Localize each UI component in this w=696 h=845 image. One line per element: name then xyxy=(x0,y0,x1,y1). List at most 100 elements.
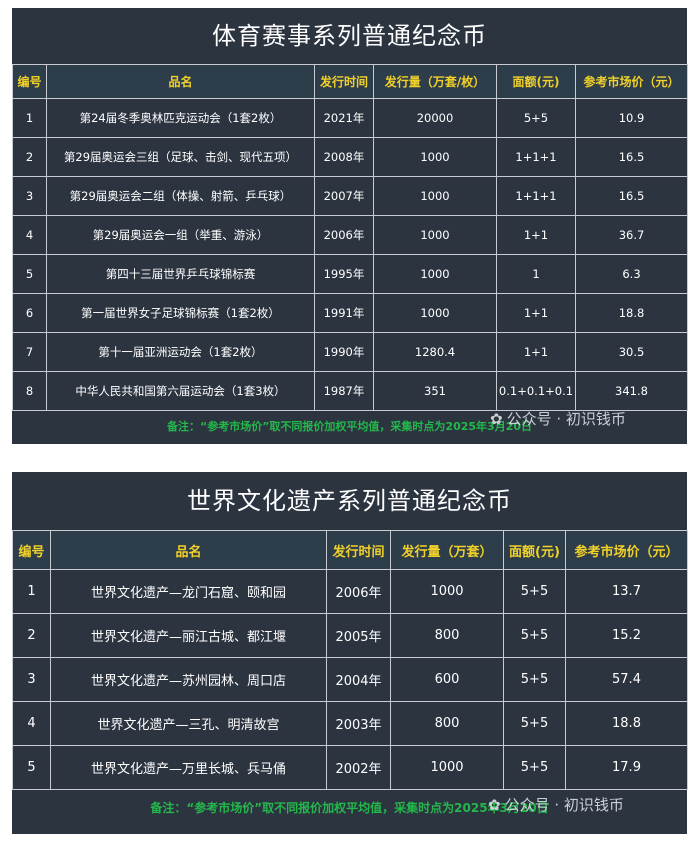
cell-volume: 1000 xyxy=(390,745,504,790)
sports-coin-panel: 体育赛事系列普通纪念币 编号 品名 发行时间 发行量（万套/枚） 面额(元) 参… xyxy=(12,8,688,444)
cell-date: 2003年 xyxy=(326,701,391,746)
cell-market-price: 13.7 xyxy=(565,569,688,614)
watermark-text: 公众号 · 初识钱币 xyxy=(506,410,626,428)
sports-note: 备注：“参考市场价”取不同报价加权平均值，采集时点为2025年3月20日 xyxy=(12,411,687,443)
cell-no: 4 xyxy=(12,215,47,255)
cell-date: 2006年 xyxy=(314,215,374,255)
header-no: 编号 xyxy=(12,530,51,570)
cell-no: 5 xyxy=(12,745,51,790)
cell-volume: 800 xyxy=(390,613,504,658)
cell-no: 5 xyxy=(12,254,47,294)
cell-no: 2 xyxy=(12,137,47,177)
table-row: 3 世界文化遗产—苏州园林、周口店 2004年 600 5+5 57.4 xyxy=(12,657,688,702)
cell-face-value: 1+1 xyxy=(496,293,576,333)
cell-date: 1991年 xyxy=(314,293,374,333)
cell-no: 4 xyxy=(12,701,51,746)
wechat-icon: ✿ xyxy=(490,410,503,428)
cell-market-price: 6.3 xyxy=(575,254,688,294)
cell-volume: 1000 xyxy=(373,215,497,255)
table-row: 6 第一届世界女子足球锦标赛（1套2枚） 1991年 1000 1+1 18.8 xyxy=(12,293,688,333)
cell-face-value: 5+5 xyxy=(503,569,566,614)
cell-volume: 351 xyxy=(373,371,497,411)
cell-date: 2004年 xyxy=(326,657,391,702)
cell-market-price: 341.8 xyxy=(575,371,688,411)
cell-no: 3 xyxy=(12,176,47,216)
cell-date: 1990年 xyxy=(314,332,374,372)
cell-date: 1987年 xyxy=(314,371,374,411)
cell-face-value: 5+5 xyxy=(503,701,566,746)
cell-volume: 1280.4 xyxy=(373,332,497,372)
table-row: 1 世界文化遗产—龙门石窟、颐和园 2006年 1000 5+5 13.7 xyxy=(12,569,688,614)
table-row: 7 第十一届亚洲运动会（1套2枚） 1990年 1280.4 1+1 30.5 xyxy=(12,332,688,372)
cell-market-price: 17.9 xyxy=(565,745,688,790)
sports-table: 编号 品名 发行时间 发行量（万套/枚） 面额(元) 参考市场价（元） 1 第24… xyxy=(12,64,688,411)
cell-no: 8 xyxy=(12,371,47,411)
cell-face-value: 1+1 xyxy=(496,332,576,372)
cell-market-price: 18.8 xyxy=(565,701,688,746)
cell-volume: 800 xyxy=(390,701,504,746)
cell-name: 世界文化遗产—万里长城、兵马俑 xyxy=(50,745,327,790)
table-row: 1 第24届冬季奥林匹克运动会（1套2枚） 2021年 20000 5+5 10.9 xyxy=(12,98,688,138)
cell-name: 第29届奥运会一组（举重、游泳） xyxy=(46,215,315,255)
cell-market-price: 16.5 xyxy=(575,137,688,177)
header-no: 编号 xyxy=(12,64,47,99)
watermark-text: 公众号 · 初识钱币 xyxy=(504,796,624,814)
cell-market-price: 18.8 xyxy=(575,293,688,333)
cell-volume: 1000 xyxy=(373,254,497,294)
cell-date: 2006年 xyxy=(326,569,391,614)
cell-volume: 1000 xyxy=(373,293,497,333)
wechat-icon: ✿ xyxy=(488,796,501,814)
cell-volume: 1000 xyxy=(373,176,497,216)
cell-name: 世界文化遗产—三孔、明清故宫 xyxy=(50,701,327,746)
cell-no: 1 xyxy=(12,98,47,138)
cell-name: 第29届奥运会三组（足球、击剑、现代五项） xyxy=(46,137,315,177)
heritage-header-row: 编号 品名 发行时间 发行量（万套） 面额(元) 参考市场价（元） xyxy=(12,530,688,570)
header-volume: 发行量（万套） xyxy=(390,530,504,570)
cell-name: 第一届世界女子足球锦标赛（1套2枚） xyxy=(46,293,315,333)
table-row: 4 世界文化遗产—三孔、明清故宫 2003年 800 5+5 18.8 xyxy=(12,701,688,746)
cell-date: 2008年 xyxy=(314,137,374,177)
heritage-panel-title: 世界文化遗产系列普通纪念币 xyxy=(187,487,512,515)
header-name: 品名 xyxy=(50,530,327,570)
cell-date: 2007年 xyxy=(314,176,374,216)
header-market-price: 参考市场价（元） xyxy=(565,530,688,570)
header-name: 品名 xyxy=(46,64,315,99)
cell-no: 6 xyxy=(12,293,47,333)
table-row: 5 世界文化遗产—万里长城、兵马俑 2002年 1000 5+5 17.9 xyxy=(12,745,688,790)
cell-market-price: 36.7 xyxy=(575,215,688,255)
table-row: 4 第29届奥运会一组（举重、游泳） 2006年 1000 1+1 36.7 xyxy=(12,215,688,255)
sports-panel-title: 体育赛事系列普通纪念币 xyxy=(212,22,487,50)
cell-name: 中华人民共和国第六届运动会（1套3枚） xyxy=(46,371,315,411)
header-market-price: 参考市场价（元） xyxy=(575,64,688,99)
cell-no: 1 xyxy=(12,569,51,614)
table-row: 2 第29届奥运会三组（足球、击剑、现代五项） 2008年 1000 1+1+1 16.5 xyxy=(12,137,688,177)
cell-face-value: 0.1+0.1+0.1 xyxy=(496,371,576,411)
sports-header-row: 编号 品名 发行时间 发行量（万套/枚） 面额(元) 参考市场价（元） xyxy=(12,64,688,99)
watermark: ✿ 公众号 · 初识钱币 xyxy=(490,408,626,429)
cell-name: 第四十三届世界乒乓球锦标赛 xyxy=(46,254,315,294)
cell-date: 2002年 xyxy=(326,745,391,790)
cell-volume: 1000 xyxy=(390,569,504,614)
cell-market-price: 10.9 xyxy=(575,98,688,138)
cell-market-price: 15.2 xyxy=(565,613,688,658)
cell-face-value: 5+5 xyxy=(496,98,576,138)
cell-date: 1995年 xyxy=(314,254,374,294)
header-date: 发行时间 xyxy=(326,530,391,570)
header-date: 发行时间 xyxy=(314,64,374,99)
cell-name: 世界文化遗产—龙门石窟、颐和园 xyxy=(50,569,327,614)
table-row: 5 第四十三届世界乒乓球锦标赛 1995年 1000 1 6.3 xyxy=(12,254,688,294)
cell-market-price: 30.5 xyxy=(575,332,688,372)
cell-no: 3 xyxy=(12,657,51,702)
cell-volume: 1000 xyxy=(373,137,497,177)
cell-date: 2021年 xyxy=(314,98,374,138)
cell-volume: 20000 xyxy=(373,98,497,138)
cell-no: 2 xyxy=(12,613,51,658)
heritage-table: 编号 品名 发行时间 发行量（万套） 面额(元) 参考市场价（元） 1 世界文化遗… xyxy=(12,530,688,790)
table-row: 8 中华人民共和国第六届运动会（1套3枚） 1987年 351 0.1+0.1+0.1 3… xyxy=(12,371,688,411)
cell-volume: 600 xyxy=(390,657,504,702)
cell-face-value: 5+5 xyxy=(503,745,566,790)
watermark: ✿ 公众号 · 初识钱币 xyxy=(488,794,624,815)
cell-date: 2005年 xyxy=(326,613,391,658)
header-face-value: 面额(元) xyxy=(496,64,576,99)
table-row: 2 世界文化遗产—丽江古城、都江堰 2005年 800 5+5 15.2 xyxy=(12,613,688,658)
